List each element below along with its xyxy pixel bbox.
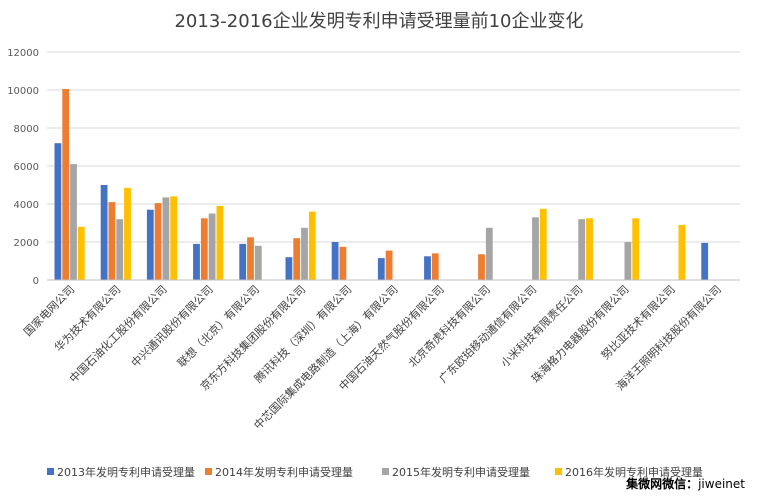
x-tick-label: 广东欧珀移动通信有限公司 — [436, 282, 539, 385]
x-tick-label: 腾讯科技（深圳）有限公司 — [251, 282, 354, 385]
legend: 2013年发明专利申请受理量 2014年发明专利申请受理量 2015年发明专利申请受… — [47, 465, 703, 479]
bar — [116, 219, 124, 280]
y-tick-label: 4000 — [14, 200, 39, 211]
x-tick-label: 珠海格力电器股份有限公司 — [528, 282, 631, 385]
bar — [146, 209, 154, 280]
watermark-handle: jiweinet — [698, 477, 745, 491]
bar — [678, 224, 686, 280]
legend-item: 2013年发明专利申请受理量 — [47, 465, 195, 479]
bars — [54, 89, 709, 281]
bar — [239, 243, 247, 280]
bar — [162, 197, 170, 280]
y-tick-label: 8000 — [14, 124, 39, 135]
bar — [100, 185, 108, 280]
y-axis-ticks: 0 2000 4000 6000 8000 10000 12000 — [7, 48, 39, 287]
x-tick-label: 北京奇虎科技有限公司 — [405, 282, 493, 370]
bar — [301, 227, 308, 281]
legend-item: 2015年发明专利申请受理量 — [382, 465, 530, 479]
bar — [54, 143, 62, 280]
legend-item: 2014年发明专利申请受理量 — [205, 465, 353, 479]
bar — [624, 242, 632, 280]
bar — [285, 257, 293, 280]
bar — [77, 226, 85, 280]
y-tick-label: 10000 — [7, 86, 39, 97]
bar — [339, 246, 347, 281]
bar — [701, 242, 709, 280]
bar — [424, 256, 431, 281]
y-tick-label: 12000 — [7, 48, 39, 59]
y-tick-label: 2000 — [14, 238, 39, 249]
legend-swatch — [382, 468, 389, 475]
legend-label: 2016年发明专利申请受理量 — [565, 465, 703, 479]
bar — [385, 250, 393, 280]
bar — [632, 218, 640, 281]
bar — [193, 243, 200, 280]
watermark-label: 集微网微信： — [626, 477, 699, 491]
x-tick-label: 小米科技有限责任公司 — [498, 282, 586, 370]
bar — [331, 242, 339, 280]
bar — [308, 211, 316, 280]
bar — [578, 219, 586, 280]
bar — [377, 258, 385, 280]
bar — [293, 238, 301, 280]
legend-label: 2014年发明专利申请受理量 — [215, 465, 353, 479]
bar — [216, 205, 224, 280]
legend-swatch — [205, 468, 212, 475]
bar — [70, 164, 77, 280]
x-tick-label: 联想（北京）有限公司 — [174, 282, 262, 370]
watermark: 集微网微信：jiweinet — [626, 475, 745, 492]
bar — [124, 187, 131, 280]
bar — [154, 203, 162, 280]
y-tick-label: 0 — [33, 276, 39, 287]
bar — [62, 89, 70, 280]
bar — [254, 245, 262, 280]
y-tick-label: 6000 — [14, 162, 39, 173]
legend-label: 2013年发明专利申请受理量 — [57, 465, 195, 479]
x-tick-label: 中兴通讯股份有限公司 — [128, 282, 216, 370]
legend-swatch — [47, 468, 54, 475]
bar — [431, 253, 439, 280]
bar — [247, 237, 254, 281]
legend-swatch — [555, 468, 562, 475]
bar — [170, 196, 178, 280]
bar — [108, 202, 116, 280]
bar — [485, 227, 493, 281]
bar — [532, 217, 539, 280]
bar — [586, 218, 593, 281]
legend-label: 2015年发明专利申请受理量 — [392, 465, 530, 479]
bar — [208, 213, 216, 280]
x-axis-labels: 国家电网公司华为技术有限公司中国石油化工股份有限公司中兴通讯股份有限公司联想（北… — [21, 282, 724, 432]
x-tick-label: 中国石油化工股份有限公司 — [66, 282, 169, 385]
bar — [200, 218, 208, 281]
legend-item: 2016年发明专利申请受理量 — [555, 465, 703, 479]
bar — [478, 254, 485, 280]
chart-title: 2013-2016企业发明专利申请受理量前10企业变化 — [174, 11, 583, 32]
bar — [539, 208, 547, 281]
